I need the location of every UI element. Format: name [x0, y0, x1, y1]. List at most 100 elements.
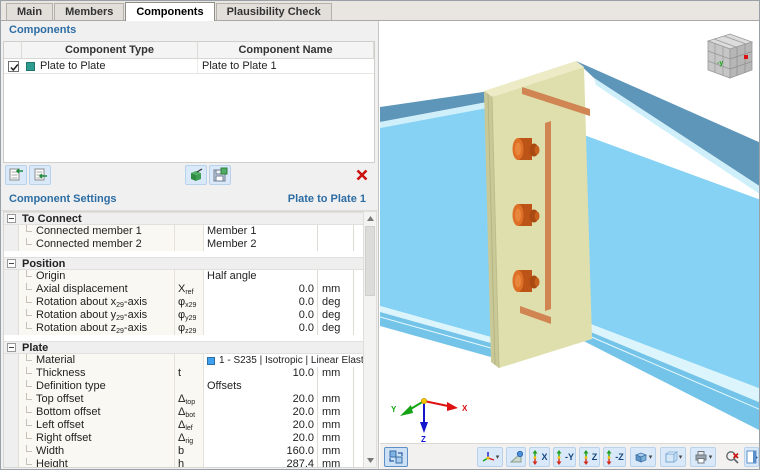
copy-component-button[interactable]	[29, 165, 51, 185]
setting-value[interactable]: Offsets	[207, 380, 242, 392]
setting-row: Material 1 - S235 | Isotropic | Linear E…	[4, 354, 363, 367]
collapse-icon[interactable]	[7, 259, 16, 268]
contact-edges	[520, 87, 590, 324]
dropdown-arrow-icon: ▾	[648, 453, 653, 461]
isometric-view-icon	[634, 452, 647, 463]
setting-row: Top offset Δtop 20.0 mm	[4, 393, 363, 406]
collapse-icon[interactable]	[7, 214, 16, 223]
check-icon	[9, 63, 18, 71]
component-type-icon	[26, 61, 35, 71]
dropdown-arrow-icon: ▾	[678, 453, 683, 461]
zoom-cancel-icon	[725, 450, 739, 464]
display-mode-button[interactable]: ▾	[660, 447, 686, 467]
delete-component-button[interactable]	[351, 165, 373, 185]
setting-value[interactable]: 20.0	[292, 406, 314, 418]
copy-component-icon	[34, 168, 47, 181]
component-row[interactable]: Plate to Plate Plate to Plate 1	[4, 59, 374, 74]
setting-row: Definition type Offsets	[4, 380, 363, 393]
tab-plausibility-check[interactable]: Plausibility Check	[215, 3, 332, 20]
setting-value[interactable]: 0.0	[298, 309, 314, 321]
setting-value[interactable]: Half angle	[207, 270, 257, 282]
sync-views-icon	[389, 450, 403, 464]
view-cube[interactable]: -y	[706, 33, 754, 79]
tab-members[interactable]: Members	[54, 3, 125, 20]
bolt	[512, 138, 540, 160]
left-beam	[380, 91, 499, 359]
new-component-icon	[9, 168, 23, 181]
view-minus-y-button[interactable]: -Y	[553, 447, 576, 467]
import-component-icon	[191, 168, 203, 181]
setting-value[interactable]: 20.0	[292, 393, 314, 405]
setting-row: Left offset Δlef 20.0 mm	[4, 419, 363, 432]
setting-row: Rotation about x29-axis φx29 0.0 deg	[4, 296, 363, 309]
setting-value[interactable]: 0.0	[298, 296, 314, 308]
zoom-cancel-button[interactable]	[722, 447, 742, 467]
components-section-title: Components	[9, 24, 77, 36]
tab-components[interactable]: Components	[125, 2, 215, 21]
save-component-button[interactable]	[209, 165, 231, 185]
setting-row: Connected member 1 Member 1	[4, 225, 363, 238]
scroll-up-icon[interactable]	[364, 212, 376, 225]
setting-row: Width b 160.0 mm	[4, 445, 363, 458]
view-axis-icon	[532, 449, 538, 465]
setting-row: Connected member 2 Member 2	[4, 238, 363, 251]
dropdown-arrow-icon: ▾	[708, 453, 713, 461]
setting-value[interactable]: Member 1	[207, 225, 257, 237]
scrollbar-thumb[interactable]	[365, 226, 375, 296]
axis-y-label: Y	[391, 405, 397, 414]
right-beam	[546, 61, 759, 430]
components-table: Component Type Component Name Plate to P…	[3, 41, 375, 163]
col-header-select	[4, 42, 22, 58]
setting-row: Height h 287.4 mm	[4, 458, 363, 468]
dropdown-arrow-icon: ▾	[495, 453, 500, 461]
tab-main[interactable]: Main	[6, 3, 54, 20]
col-header-component-name: Component Name	[198, 42, 374, 58]
setting-value[interactable]: 20.0	[292, 419, 314, 431]
collapse-icon[interactable]	[7, 343, 16, 352]
axis-system-button[interactable]: ▾	[477, 447, 503, 467]
setting-value[interactable]: Member 2	[207, 238, 257, 250]
sync-views-button[interactable]	[384, 447, 408, 467]
view-z-button[interactable]: Z	[579, 447, 600, 467]
setting-row: Origin Half angle	[4, 270, 363, 283]
plate-seam	[487, 93, 496, 366]
section-position: Position	[4, 257, 363, 270]
model-3d-viewport[interactable]: -y X Y Z	[380, 21, 759, 443]
view-axis-icon	[583, 449, 589, 465]
work-plane-button[interactable]	[506, 447, 526, 467]
display-mode-icon	[664, 451, 678, 463]
setting-row: Right offset Δrig 20.0 mm	[4, 432, 363, 445]
view-toolbar: ▾ X -Y	[380, 443, 759, 469]
work-plane-icon	[509, 450, 523, 463]
setting-value[interactable]: 20.0	[292, 432, 314, 444]
setting-value[interactable]: 0.0	[298, 283, 314, 295]
section-plate: Plate	[4, 341, 363, 354]
components-panel: Components Component Type Component Name…	[1, 21, 379, 469]
print-button[interactable]: ▾	[690, 447, 716, 467]
component-settings-ref: Plate to Plate 1	[287, 193, 366, 205]
components-table-header: Component Type Component Name	[4, 42, 374, 59]
axis-triad: X Y Z	[391, 397, 468, 443]
setting-value[interactable]: 10.0	[292, 367, 314, 379]
setting-value[interactable]: 0.0	[298, 322, 314, 334]
scroll-down-icon[interactable]	[364, 454, 376, 467]
settings-scrollbar[interactable]	[363, 211, 377, 468]
isometric-view-button[interactable]: ▾	[630, 447, 656, 467]
setting-value[interactable]: 160.0	[286, 445, 314, 457]
panel-toggle-icon	[746, 450, 758, 464]
bolt	[512, 270, 540, 292]
import-component-button[interactable]	[185, 165, 207, 185]
delete-icon	[356, 169, 368, 181]
view-x-button[interactable]: X	[529, 447, 550, 467]
view-minus-z-button[interactable]: -Z	[603, 447, 626, 467]
view-axis-icon	[556, 449, 562, 465]
panel-toggle-button[interactable]	[744, 447, 759, 467]
setting-value[interactable]: 287.4	[286, 458, 314, 468]
setting-row: Thickness t 10.0 mm	[4, 367, 363, 380]
view-axis-icon	[606, 449, 612, 465]
new-component-button[interactable]	[5, 165, 27, 185]
component-checkbox[interactable]	[7, 60, 19, 72]
section-to-connect: To Connect	[4, 212, 363, 225]
material-value[interactable]: 1 - S235 | Isotropic | Linear Elastic	[204, 354, 363, 367]
